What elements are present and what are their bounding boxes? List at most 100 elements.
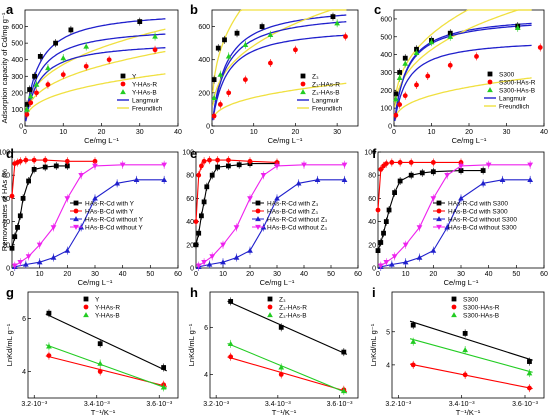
x-tick-label: 40 [119, 271, 127, 278]
data-point [402, 60, 409, 66]
x-tick-label: 20 [465, 129, 473, 136]
legend-marker [73, 224, 79, 230]
x-tick-label: 10 [59, 129, 67, 136]
series-line [198, 179, 345, 268]
data-point [92, 158, 98, 164]
panel-label: e [190, 146, 197, 161]
data-point [64, 196, 71, 202]
legend-marker [120, 73, 126, 79]
data-point [195, 263, 202, 269]
data-point [24, 102, 30, 107]
data-point [78, 173, 85, 179]
legend-marker [83, 296, 89, 302]
legend-marker [83, 312, 89, 318]
data-point [247, 247, 253, 253]
data-point [402, 259, 409, 265]
legend-marker [451, 304, 457, 310]
data-point [68, 27, 74, 33]
data-point [161, 365, 167, 370]
data-point [25, 254, 32, 260]
data-point [247, 158, 253, 164]
data-point [211, 77, 217, 82]
y-tick-label: 80 [368, 173, 376, 180]
data-point [53, 40, 58, 46]
y-tick-label: 100 [380, 106, 392, 113]
data-point [37, 54, 43, 59]
legend-label: Z₃-HAs-B [279, 313, 307, 320]
x-tick-label: 0 [194, 271, 198, 278]
y-tick-label: 100 [364, 150, 376, 157]
x-tick-label: 20 [246, 271, 254, 278]
data-point [33, 81, 40, 87]
panel-label: b [190, 2, 198, 17]
plot-frame [391, 291, 545, 399]
legend-marker [436, 208, 442, 214]
legend-label: Freundlich [312, 106, 343, 113]
data-point [430, 160, 436, 165]
data-point [378, 240, 384, 245]
data-point [53, 163, 59, 169]
y-tick-label: 40 [186, 219, 194, 226]
freundlich-curve [394, 9, 532, 107]
x-tick-label: 60 [354, 271, 362, 278]
data-point [378, 167, 384, 172]
trend-line [227, 300, 348, 355]
freundlich-curve [25, 73, 166, 118]
data-point [397, 160, 403, 165]
data-point [22, 261, 29, 267]
data-point [220, 242, 226, 248]
data-point [267, 31, 274, 38]
x-axis-label: Ce/mg L⁻¹ [78, 278, 113, 287]
data-point [416, 254, 423, 260]
panel-label: h [190, 285, 198, 300]
legend-label: Z₃ [279, 297, 286, 304]
legend-label: S300-HAs-B [499, 88, 535, 95]
data-point [402, 55, 408, 61]
data-point [15, 225, 20, 230]
legend-label: HAs-R-Cd with Y [85, 201, 135, 208]
x-tick-label: 0 [376, 271, 380, 278]
data-point [381, 230, 386, 236]
x-tick-label: 3.6·10⁻³ [327, 401, 354, 408]
data-point [259, 24, 265, 29]
data-point [410, 322, 416, 328]
x-tick-label: 3.2·10⁻³ [203, 401, 230, 408]
trend-line [409, 338, 533, 373]
data-point [414, 82, 419, 88]
x-tick-label: 3.4·10⁻³ [84, 401, 111, 408]
data-point [114, 180, 121, 186]
y-tick-label: 600 [198, 24, 210, 31]
data-point [228, 354, 234, 360]
data-point [60, 55, 67, 61]
data-point [152, 47, 158, 53]
x-axis-label: T⁻¹/K⁻¹ [272, 408, 297, 417]
y-tick-label: 0 [190, 266, 194, 273]
data-point [60, 72, 66, 78]
trend-line [227, 356, 348, 393]
data-point [24, 106, 30, 112]
data-point [340, 388, 347, 394]
x-tick-label: 30 [91, 271, 99, 278]
y-tick-label: 6 [22, 316, 26, 323]
data-point [458, 195, 464, 201]
data-point [527, 176, 534, 182]
legend-marker [120, 81, 126, 87]
x-tick-label: 10 [250, 129, 258, 136]
data-point [11, 263, 18, 269]
x-tick-label: 50 [146, 271, 154, 278]
data-point [295, 180, 302, 186]
y-tick-label: 100 [182, 150, 194, 157]
data-point [274, 195, 280, 201]
x-tick-label: 20 [98, 129, 106, 136]
langmuir-curve [25, 33, 166, 121]
data-point [278, 372, 284, 377]
data-point [444, 224, 451, 230]
data-point [46, 310, 52, 316]
data-point [375, 207, 381, 213]
x-axis-label: Ce/mg L⁻¹ [452, 136, 487, 145]
data-point [402, 93, 408, 99]
freundlich-curve [212, 9, 347, 93]
data-point [50, 254, 57, 260]
data-point [133, 176, 140, 182]
